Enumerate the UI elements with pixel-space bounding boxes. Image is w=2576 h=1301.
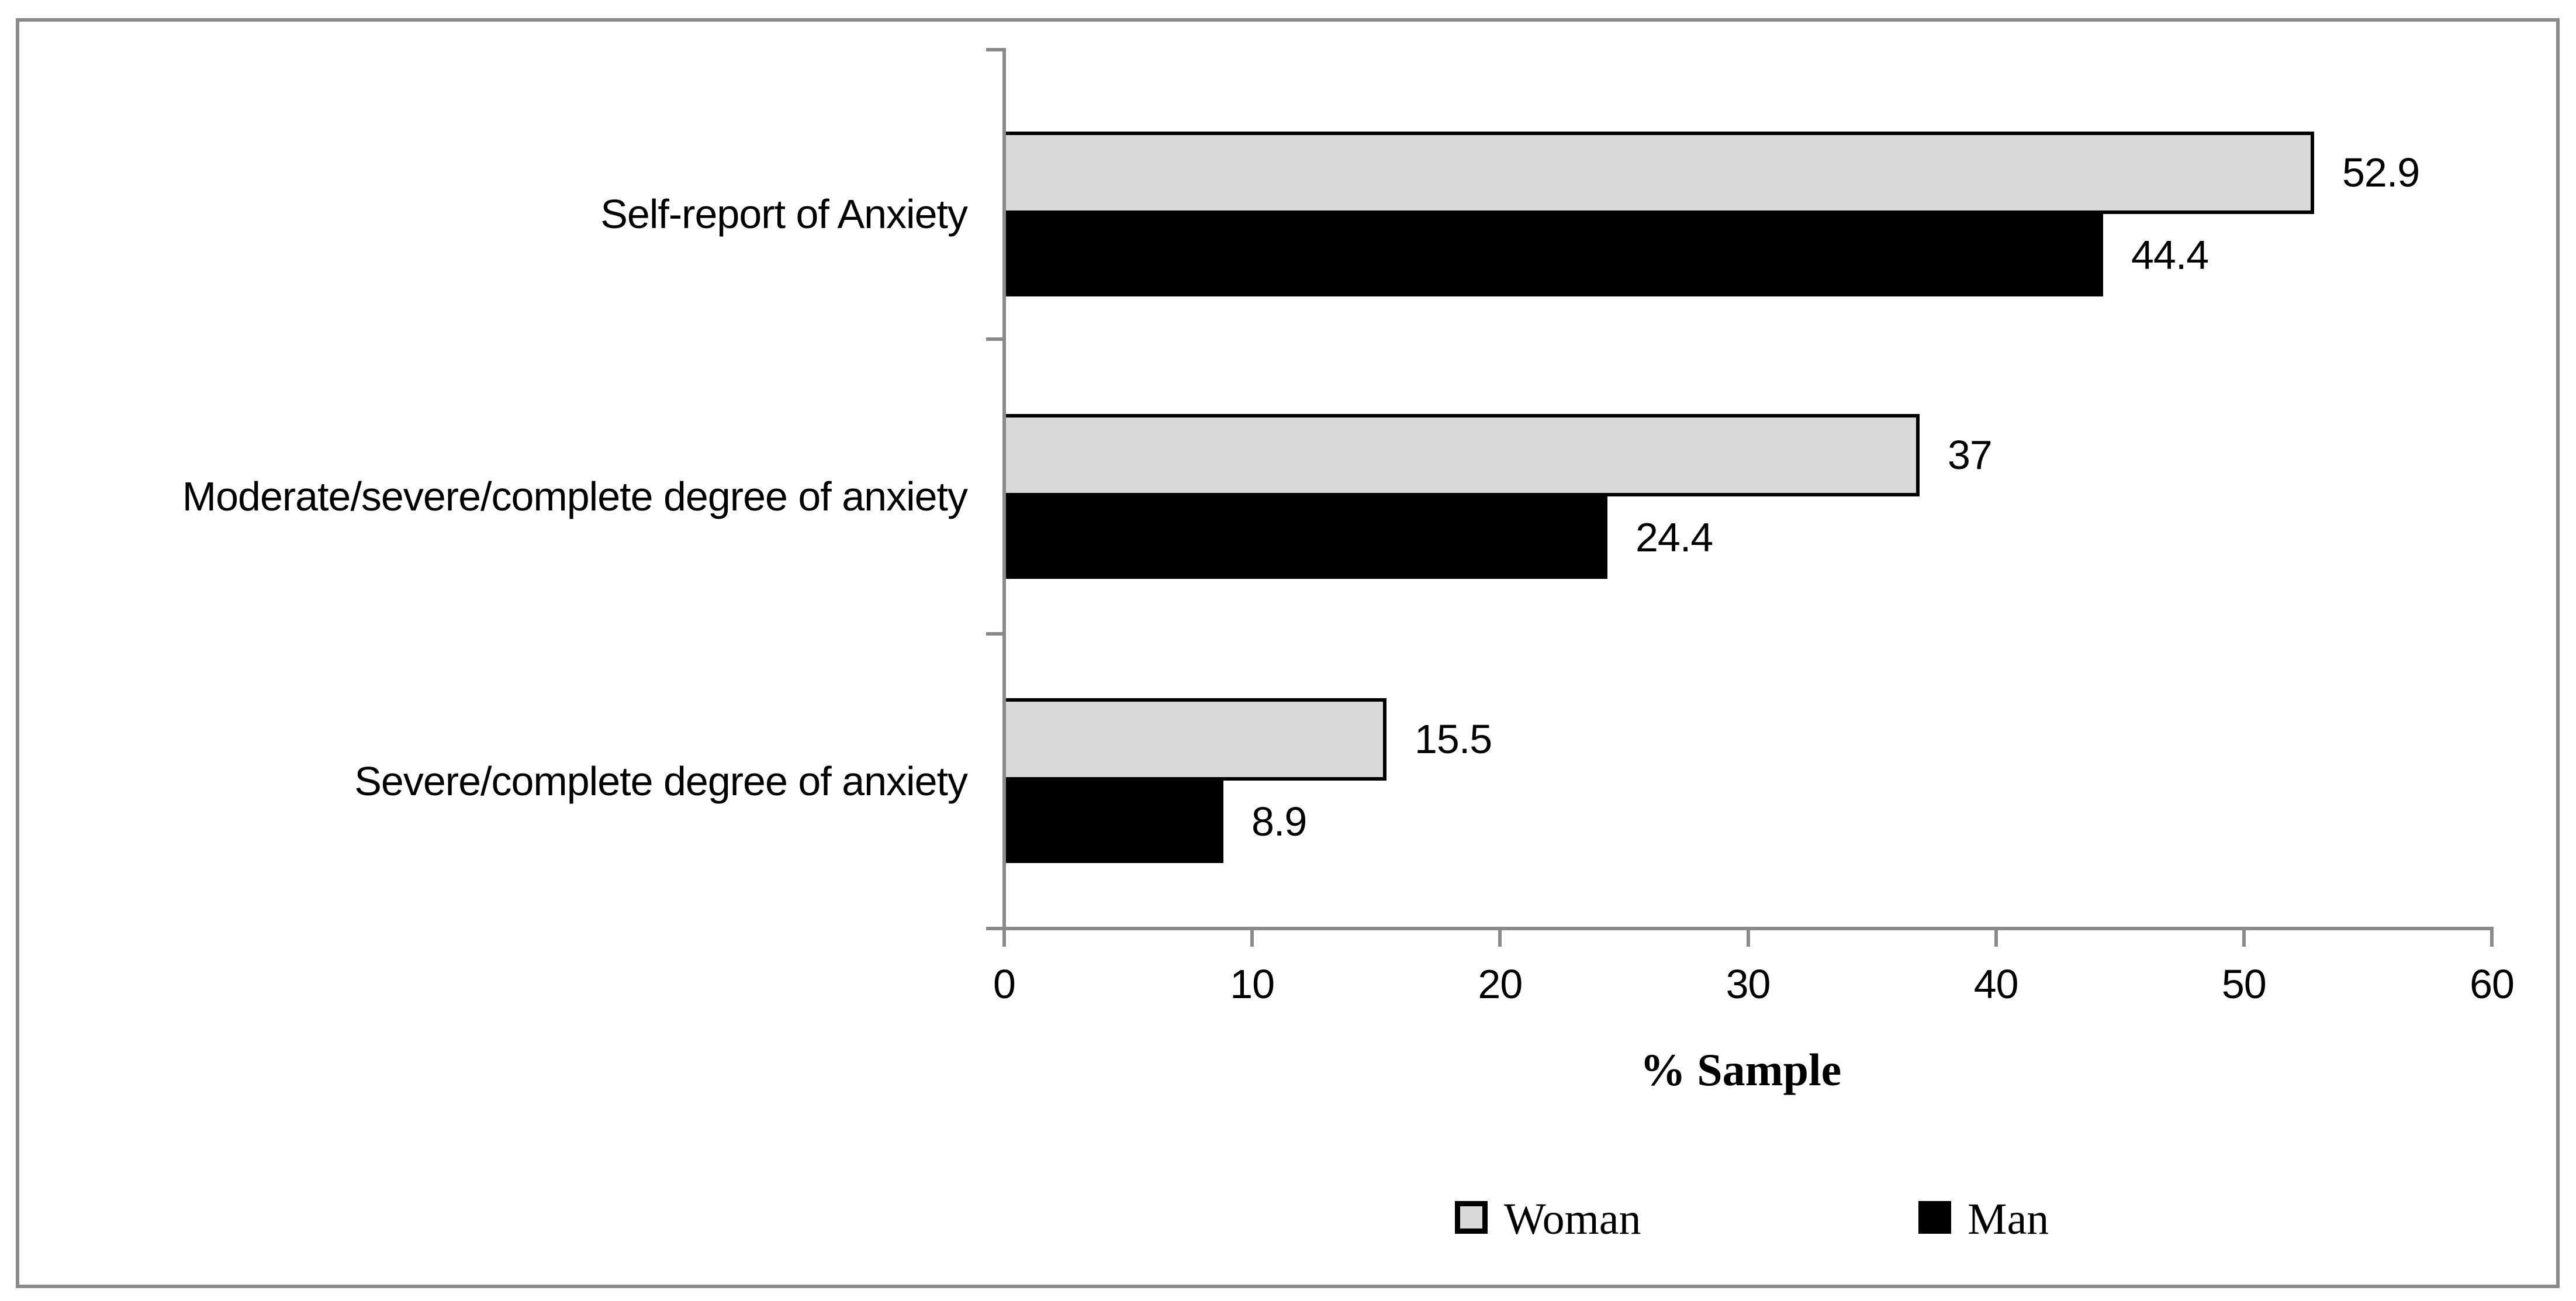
x-tick-label: 50 [2221, 961, 2267, 1007]
x-tick-label: 0 [993, 961, 1016, 1007]
x-tick-label: 10 [1230, 961, 1275, 1007]
y-axis-category-tick [986, 337, 1002, 341]
x-axis-tick [1746, 930, 1750, 947]
x-axis-line [986, 927, 2494, 930]
x-axis-tick [2242, 930, 2246, 947]
bar-woman-1 [1002, 414, 1920, 496]
bar-value-label: 15.5 [1415, 716, 1492, 762]
category-label: Severe/complete degree of anxiety [354, 758, 968, 804]
bar-man-0 [1002, 214, 2103, 296]
legend-swatch-woman-icon [1455, 1201, 1488, 1234]
category-label: Self-report of Anxiety [600, 191, 968, 237]
legend-swatch-man-icon [1918, 1201, 1951, 1234]
y-axis-line [1002, 48, 1006, 947]
x-tick-label: 60 [2470, 961, 2515, 1007]
bar-value-label: 44.4 [2131, 232, 2209, 278]
bar-value-label: 37 [1948, 432, 1993, 478]
x-tick-label: 20 [1478, 961, 1523, 1007]
x-axis-tick [1498, 930, 1502, 947]
x-axis-tick [2490, 930, 2494, 947]
legend-label-woman: Woman [1504, 1195, 1641, 1244]
x-axis-tick [1250, 930, 1254, 947]
bar-value-label: 52.9 [2342, 150, 2420, 195]
y-axis-category-tick [986, 48, 1002, 51]
x-axis-title: % Sample [1640, 1044, 1842, 1095]
x-tick-label: 30 [1726, 961, 1771, 1007]
category-label: Moderate/severe/complete degree of anxie… [182, 474, 968, 519]
bar-man-2 [1002, 781, 1223, 863]
bar-value-label: 24.4 [1635, 515, 1713, 560]
legend-label-man: Man [1968, 1195, 2049, 1244]
legend: Woman Man [0, 1187, 2576, 1257]
y-axis-category-tick [986, 632, 1002, 636]
x-axis-tick [1994, 930, 1998, 947]
bar-value-label: 8.9 [1251, 799, 1307, 844]
bar-woman-2 [1002, 698, 1386, 781]
bar-woman-0 [1002, 132, 2314, 214]
bar-man-1 [1002, 496, 1607, 579]
x-tick-label: 40 [1973, 961, 2019, 1007]
